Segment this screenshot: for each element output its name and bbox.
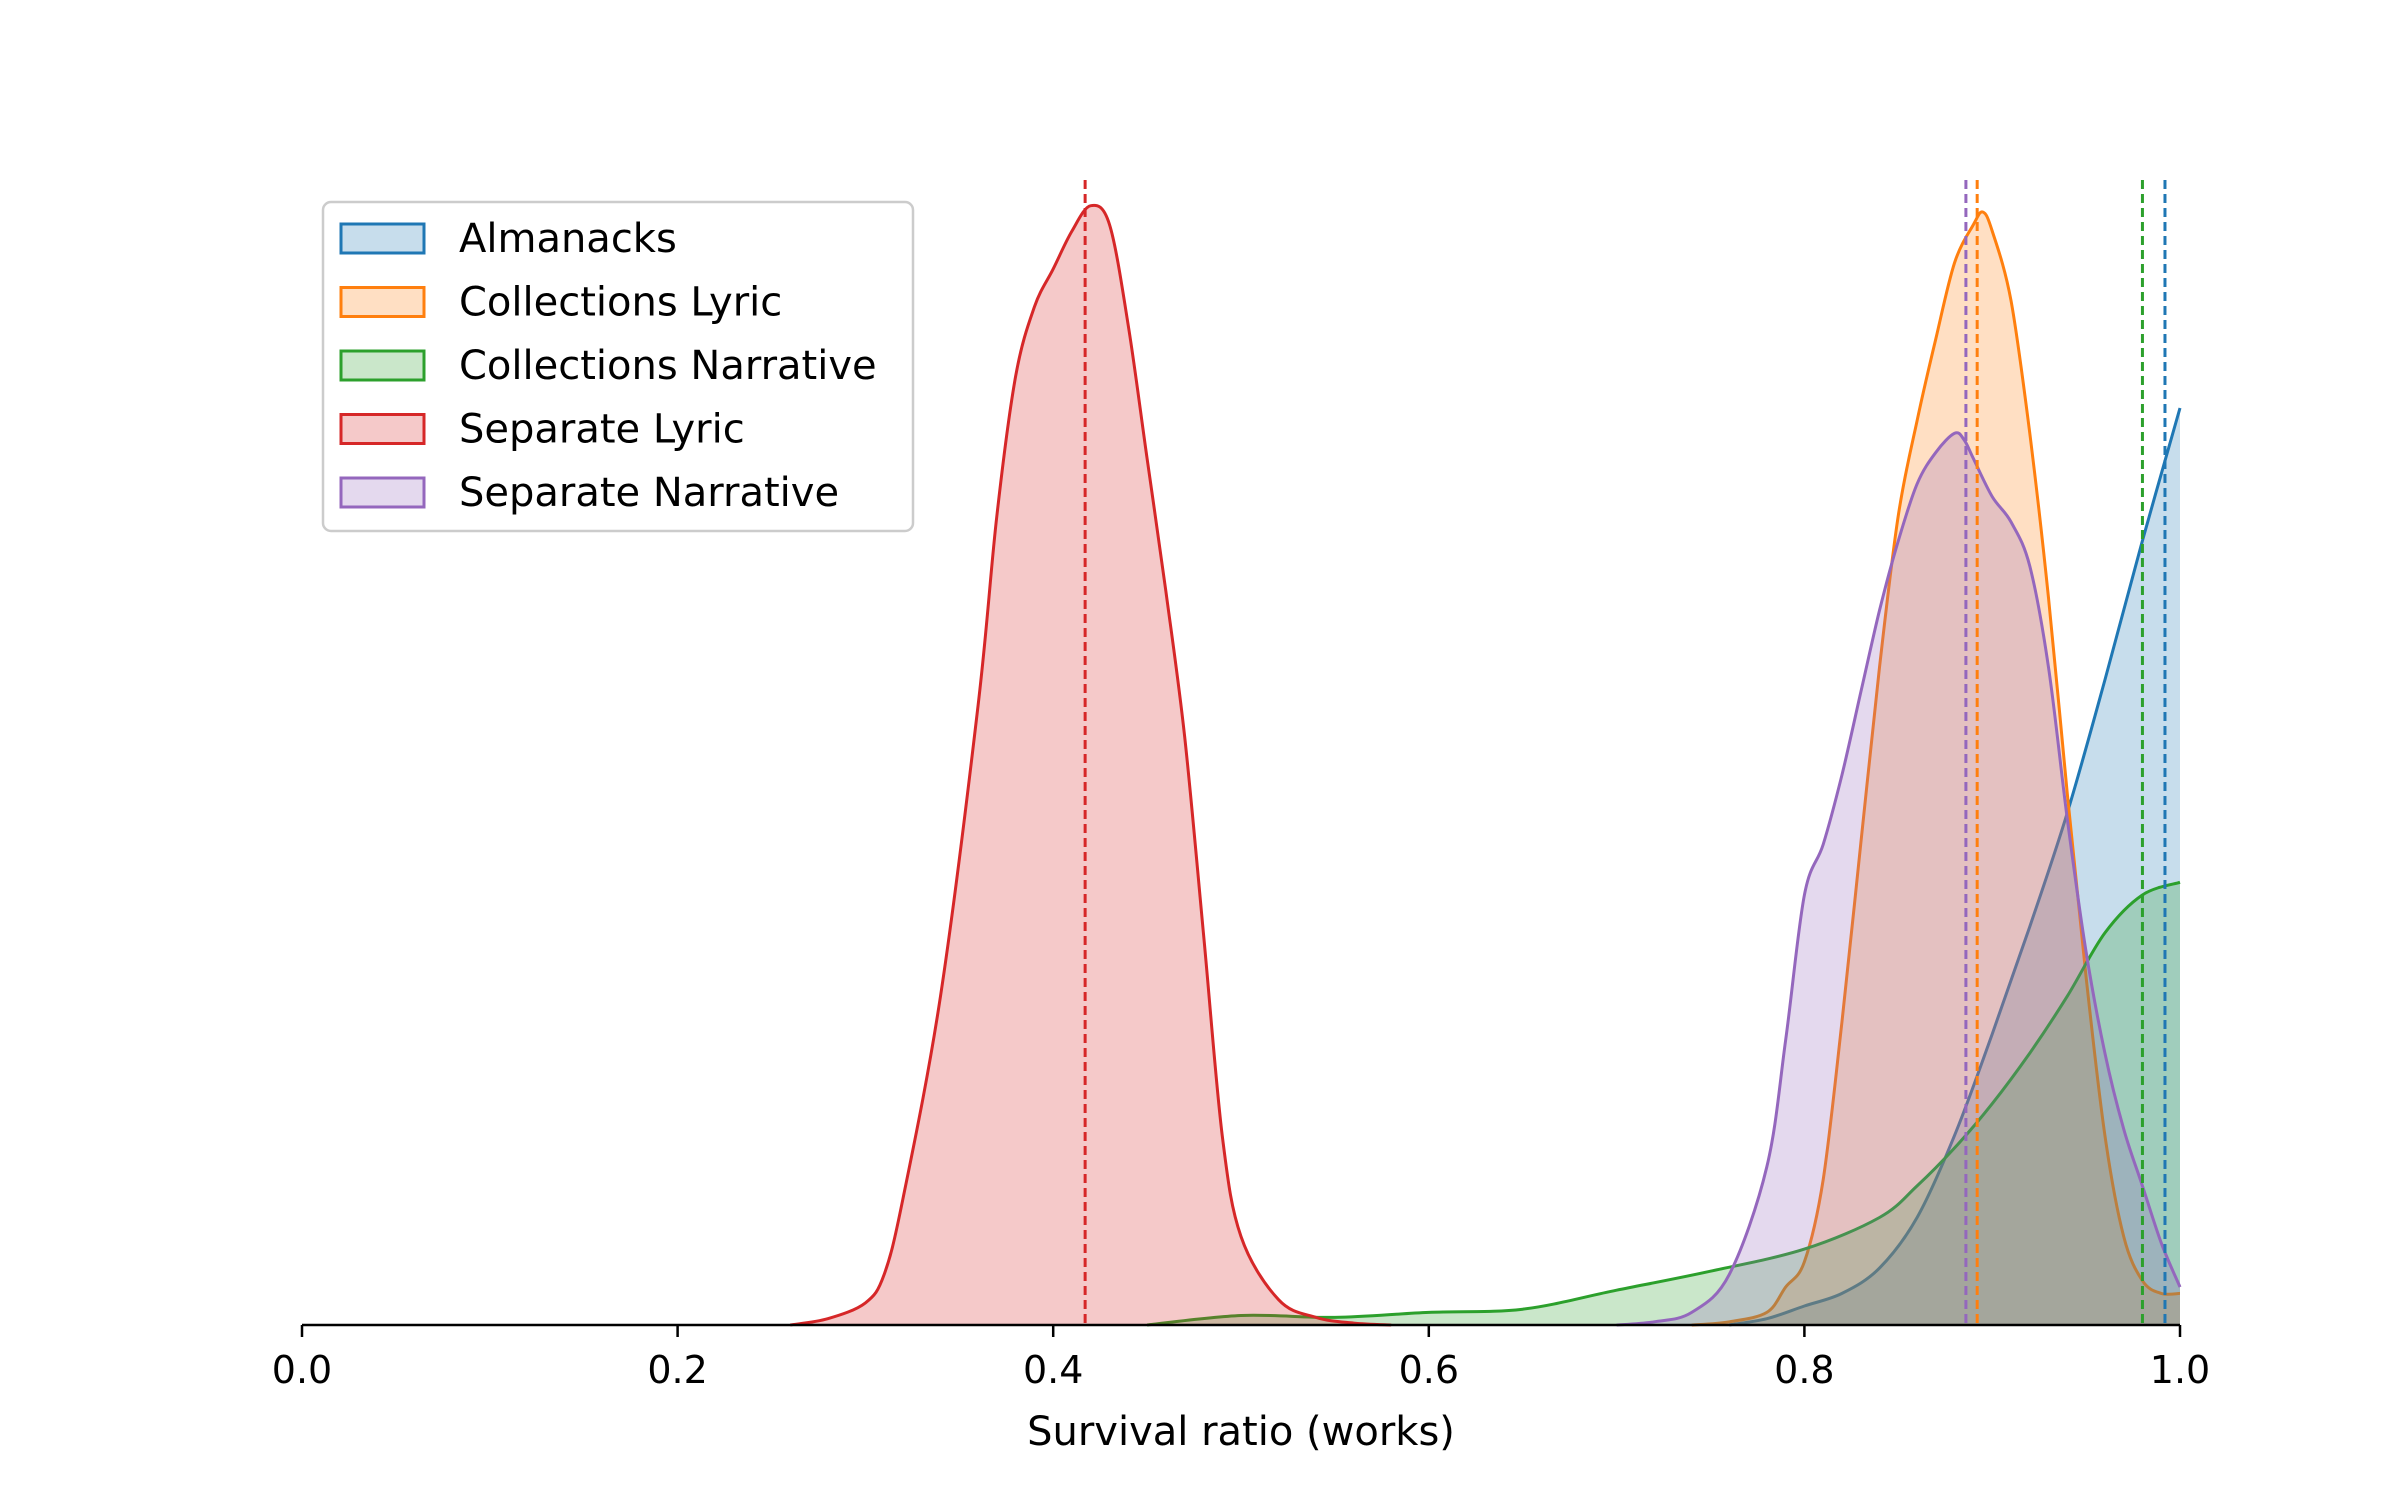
x-ticks: 0.0 0.2 0.4 0.6 0.8 1.0 [272, 1325, 2210, 1392]
legend: Almanacks Collections Lyric Collections Na… [321, 200, 915, 533]
legend-label-collections-narrative: Collections Narrative [459, 343, 877, 389]
density-fill-almanacks [1729, 408, 2180, 1325]
mean-lines [1083, 180, 2167, 1325]
legend-frame [321, 200, 915, 533]
density-fill-separate-lyric [790, 205, 1392, 1325]
x-tick-label: 1.0 [2150, 1348, 2210, 1392]
density-fill-separate-narrative [1616, 432, 2180, 1325]
density-line-almanacks [1729, 407, 2182, 1327]
legend-swatch-collections-lyric [339, 286, 426, 318]
density-line-collections-narrative [1146, 880, 2181, 1327]
density-line-collections-lyric [1691, 210, 2181, 1327]
density-fill-collections-lyric [1691, 211, 2180, 1325]
x-axis: 0.0 0.2 0.4 0.6 0.8 1.0 Survival ratio (works… [272, 1323, 2210, 1455]
legend-items: Almanacks Collections Lyric Collections Na… [339, 216, 877, 516]
legend-swatch-separate-lyric [339, 413, 426, 445]
legend-swatch-almanacks [339, 222, 426, 255]
density-line-separate-lyric [790, 203, 1392, 1327]
density-areas [790, 203, 2182, 1327]
x-tick-label: 0.8 [1774, 1348, 1834, 1392]
density-fill-collections-narrative [1147, 882, 2180, 1325]
legend-label-separate-narrative: Separate Narrative [459, 470, 839, 516]
legend-swatch-separate-narrative [339, 476, 426, 509]
legend-label-almanacks: Almanacks [459, 216, 677, 262]
legend-label-collections-lyric: Collections Lyric [459, 280, 782, 326]
density-line-separate-narrative [1616, 431, 2182, 1327]
x-tick-label: 0.4 [1023, 1348, 1083, 1392]
legend-swatch-collections-narrative [339, 349, 426, 382]
x-tick-label: 0.0 [272, 1348, 332, 1392]
x-axis-label: Survival ratio (works) [1027, 1409, 1455, 1455]
x-tick-label: 0.2 [647, 1348, 707, 1392]
legend-label-separate-lyric: Separate Lyric [459, 407, 745, 453]
x-tick-label: 0.6 [1399, 1348, 1459, 1392]
